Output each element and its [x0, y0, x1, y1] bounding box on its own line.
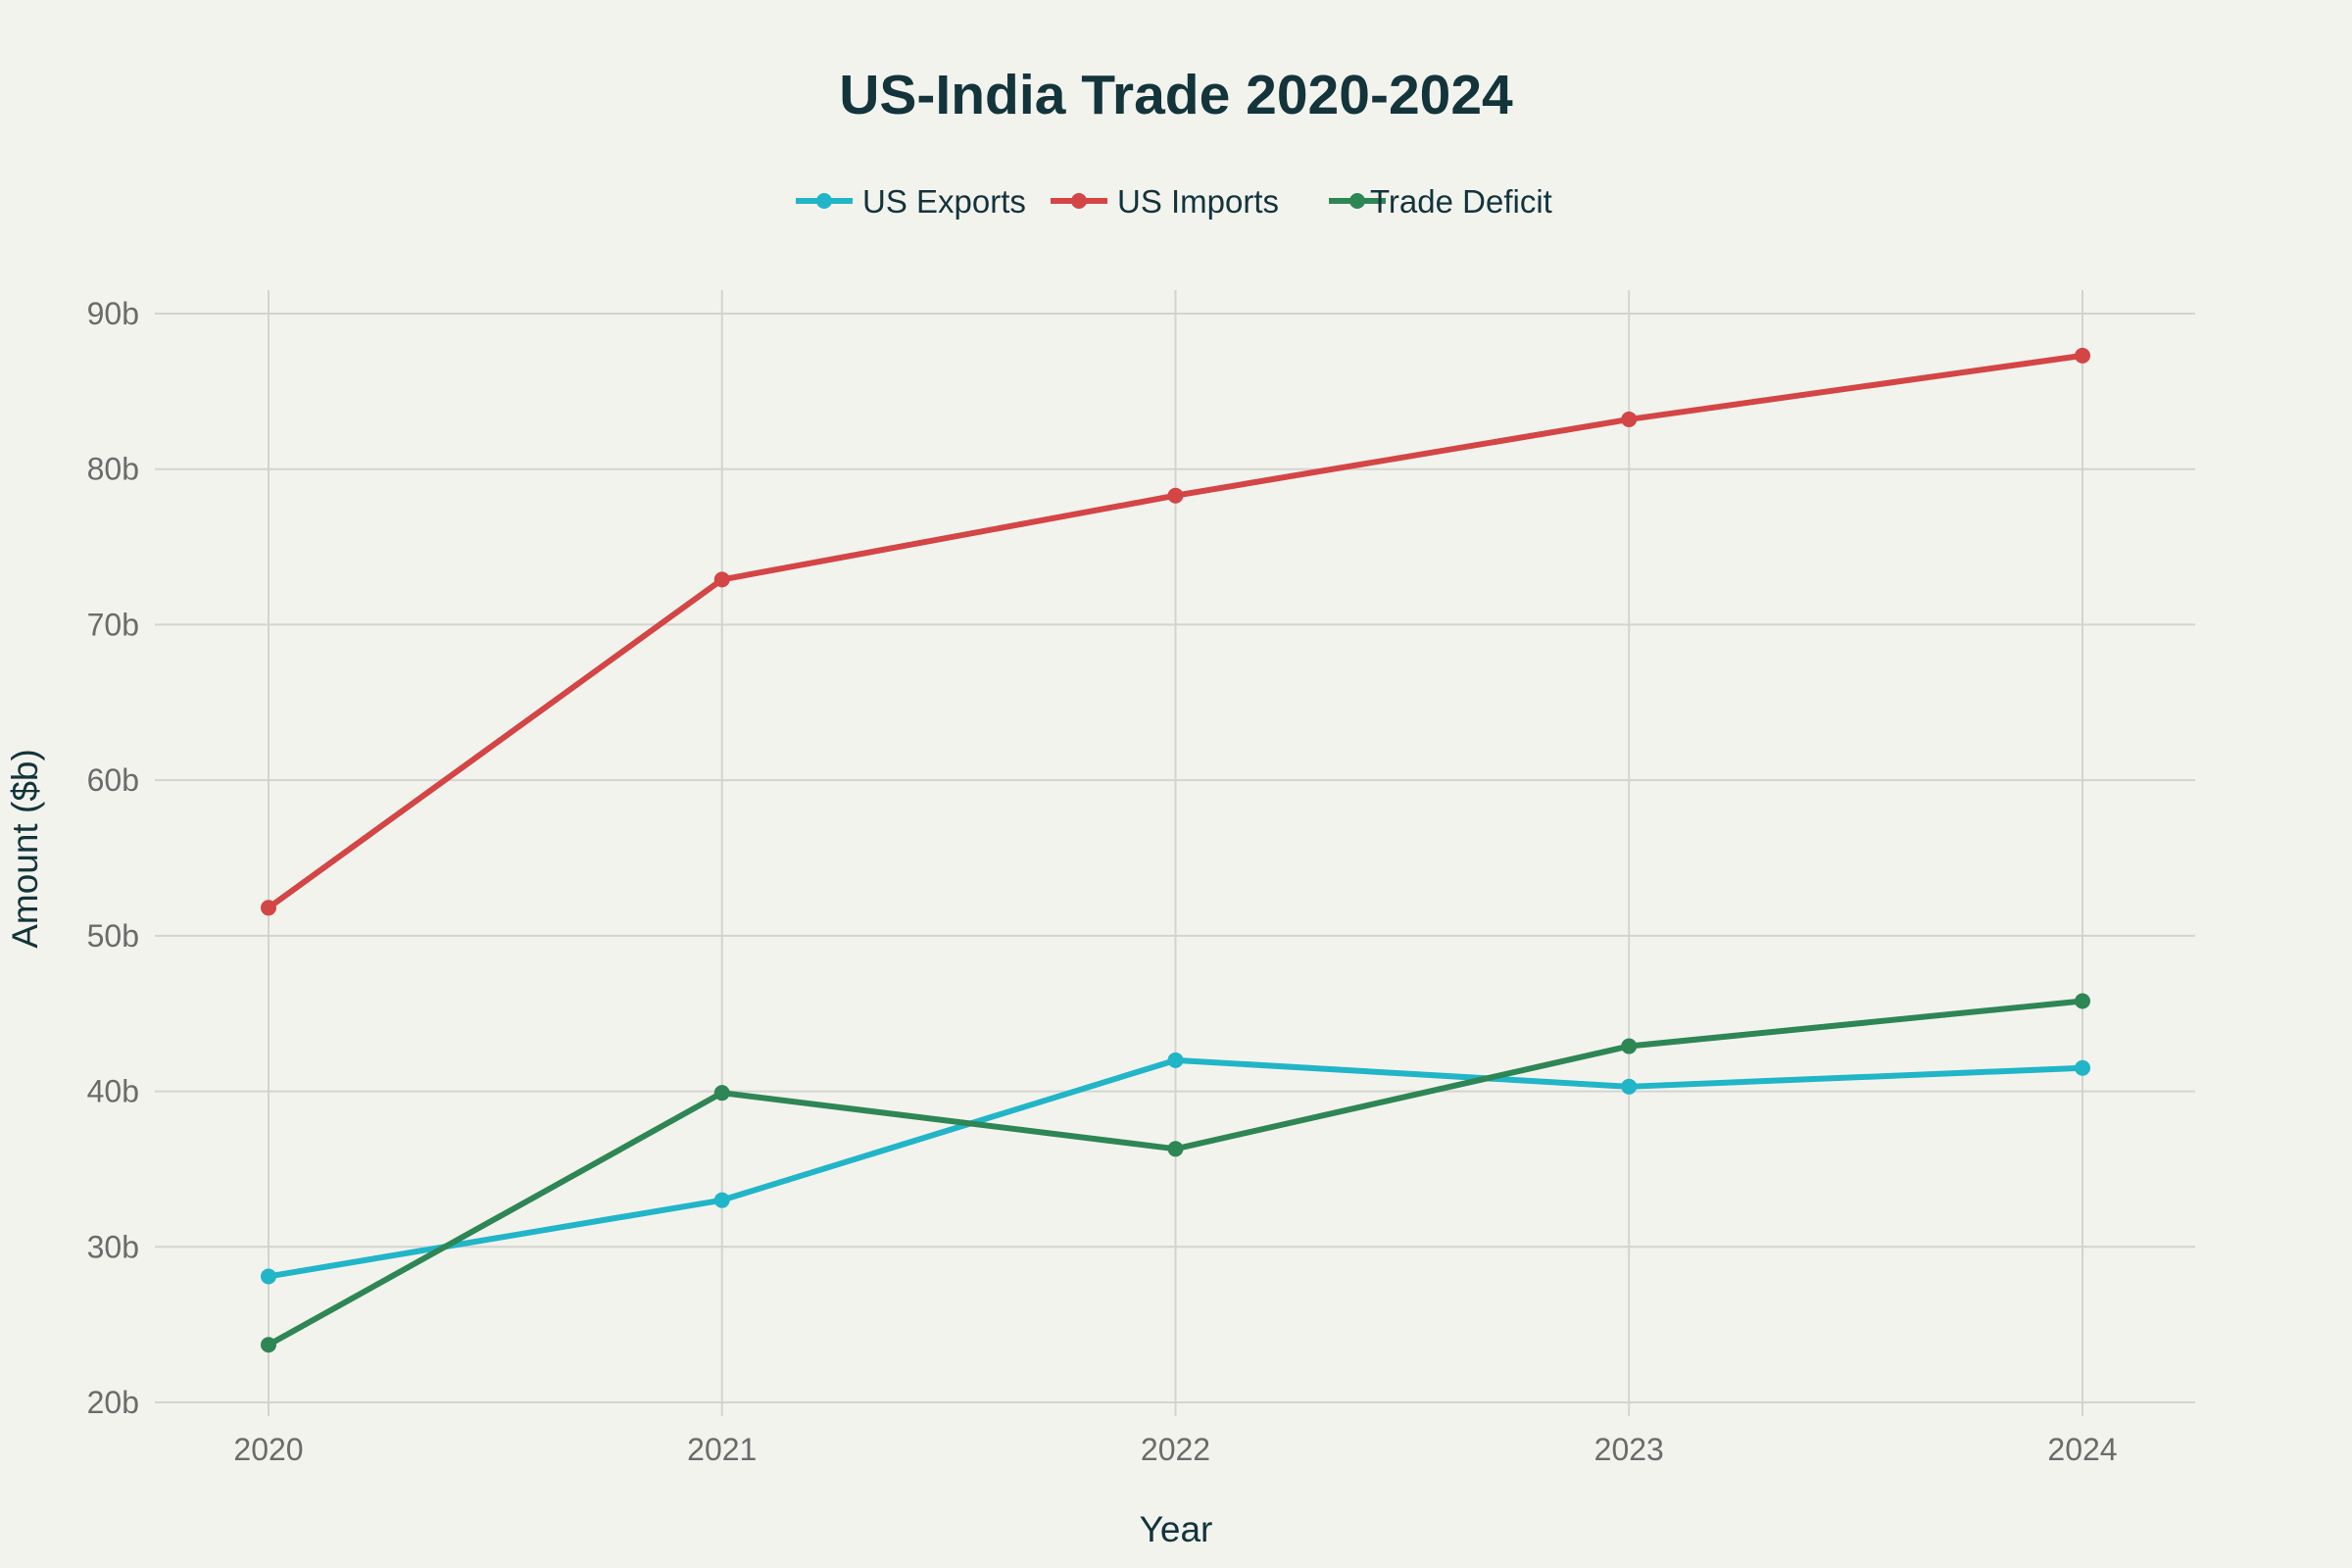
- x-tick-label: 2020: [233, 1432, 303, 1467]
- y-tick-label: 40b: [87, 1074, 139, 1109]
- legend-item-us-exports[interactable]: US Exports: [796, 183, 1026, 220]
- series-group: [261, 347, 2090, 1353]
- y-tick-label: 50b: [87, 918, 139, 954]
- legend-swatch-marker: [1071, 193, 1087, 209]
- x-axis-title: Year: [1140, 1509, 1213, 1549]
- series-us-exports: [261, 1052, 2090, 1285]
- data-point-us-exports: [1167, 1052, 1184, 1068]
- y-tick-label: 20b: [87, 1385, 139, 1420]
- y-axis-title: Amount ($b): [5, 749, 45, 949]
- y-tick-label: 90b: [87, 296, 139, 331]
- legend: US Exports US Imports Trade Deficit: [796, 183, 1552, 220]
- data-point-us-exports: [261, 1268, 276, 1285]
- legend-label: Trade Deficit: [1370, 183, 1552, 220]
- data-point-trade-deficit: [1621, 1038, 1638, 1054]
- data-point-us-imports: [2075, 347, 2090, 364]
- y-tick-label: 30b: [87, 1229, 139, 1264]
- y-axis-ticks: 20b 30b 40b 50b 60b 70b 80b 90b: [87, 296, 139, 1420]
- legend-swatch-marker: [816, 193, 832, 209]
- legend-item-trade-deficit[interactable]: Trade Deficit: [1329, 183, 1552, 220]
- data-point-us-exports: [2075, 1059, 2090, 1076]
- x-axis-ticks: 2020 2021 2022 2023 2024: [233, 1432, 2117, 1467]
- y-tick-label: 80b: [87, 452, 139, 487]
- legend-label: US Imports: [1117, 183, 1279, 220]
- x-tick-label: 2023: [1594, 1432, 1664, 1467]
- legend-swatch-marker: [1349, 193, 1365, 209]
- x-tick-label: 2024: [2047, 1432, 2117, 1467]
- chart-title: US-India Trade 2020-2024: [839, 64, 1513, 126]
- legend-item-us-imports[interactable]: US Imports: [1051, 183, 1279, 220]
- x-tick-label: 2021: [687, 1432, 757, 1467]
- y-tick-label: 60b: [87, 762, 139, 798]
- grid: [155, 290, 2195, 1416]
- series-us-imports: [261, 347, 2090, 916]
- data-point-us-exports: [713, 1192, 730, 1208]
- legend-label: US Exports: [862, 183, 1026, 220]
- data-point-us-imports: [1621, 411, 1638, 427]
- data-point-trade-deficit: [713, 1085, 730, 1102]
- data-point-trade-deficit: [261, 1337, 276, 1353]
- data-point-trade-deficit: [2075, 993, 2090, 1009]
- data-point-trade-deficit: [1167, 1141, 1184, 1157]
- data-point-us-imports: [261, 900, 276, 916]
- x-tick-label: 2022: [1141, 1432, 1210, 1467]
- series-trade-deficit: [261, 993, 2090, 1353]
- y-tick-label: 70b: [87, 607, 139, 642]
- data-point-us-imports: [713, 571, 730, 588]
- data-point-us-exports: [1621, 1078, 1638, 1095]
- data-point-us-imports: [1167, 487, 1184, 504]
